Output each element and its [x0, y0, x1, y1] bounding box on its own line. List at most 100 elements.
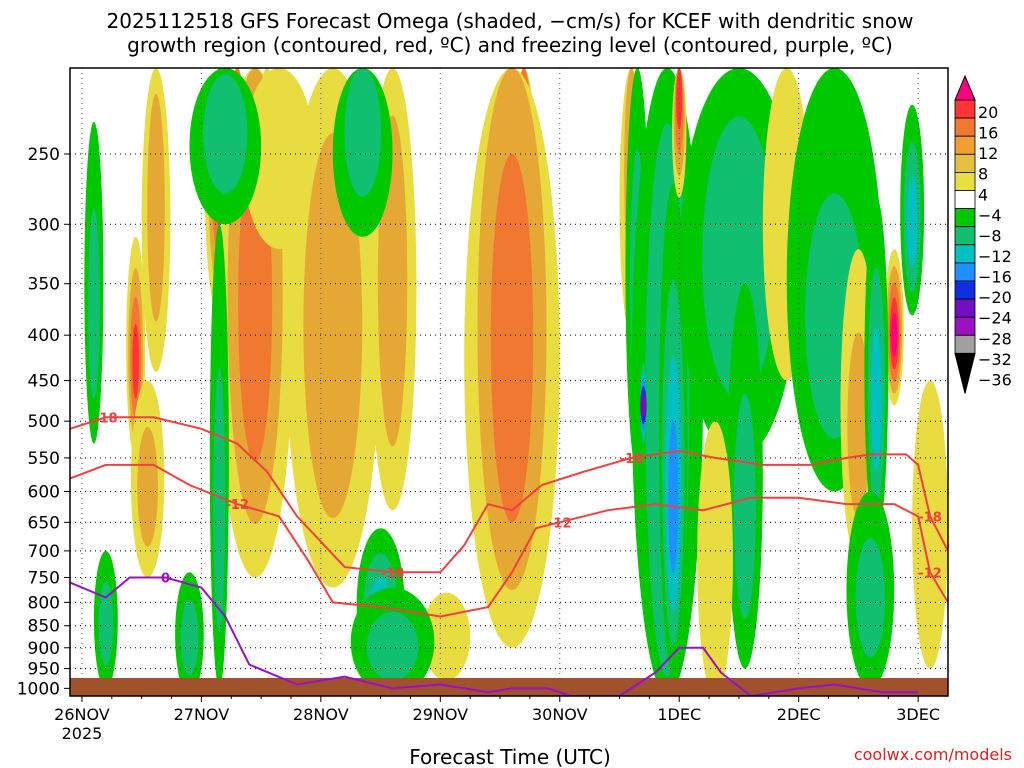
colorbar-label-11: −28: [978, 329, 1012, 348]
colorbar-segment-4: [954, 153, 976, 173]
contour-minus18-label-1: -18: [381, 566, 405, 581]
omega-cell-14-level-2: [490, 154, 534, 523]
colorbar-segment-2: [954, 117, 976, 137]
contour-minus18: [70, 416, 948, 574]
y-axis: 2503003504004505005506006507007508008509…: [17, 145, 70, 699]
omega-shading: [84, 68, 948, 696]
x-tick-label-30NOV: 30NOV: [532, 705, 588, 724]
contour-minus18-label-0: -18: [94, 411, 118, 426]
y-tick-label-1000: 1000: [17, 679, 60, 699]
y-tick-label-900: 900: [28, 639, 60, 659]
x-tick-label-2DEC: 2DEC: [777, 705, 821, 724]
colorbar-segment-14: [954, 334, 976, 354]
colorbar-label-9: −20: [978, 288, 1012, 307]
colorbar-bottom-arrow: [954, 352, 976, 394]
y-tick-label-600: 600: [28, 482, 60, 502]
colorbar-top-arrow: [954, 74, 976, 101]
contour-minus12-label-0: -12: [225, 498, 249, 513]
x-tick-label-3DEC: 3DEC: [896, 705, 940, 724]
x-tick-label-28NOV: 28NOV: [293, 705, 349, 724]
freezing-level-contour-label-0: 0: [161, 571, 170, 586]
omega-cell-38-level-1: [855, 537, 886, 658]
colorbar-label-6: −8: [978, 226, 1002, 245]
omega-cell-0-level-3: [132, 323, 140, 399]
omega-cell-30-level-0: [697, 421, 733, 696]
omega-cell-33-level-1: [847, 332, 870, 519]
omega-cell-21-level-1: [344, 68, 382, 197]
colorbar-segment-5: [954, 171, 976, 191]
colorbar-label-7: −12: [978, 247, 1012, 266]
contours: -18 -18 -18 -18 -12 -12 -12 0: [70, 411, 948, 696]
y-tick-label-350: 350: [28, 275, 60, 295]
colorbar-label-4: 4: [978, 185, 988, 204]
ground-terrain: [70, 678, 948, 696]
y-tick-label-500: 500: [28, 412, 60, 432]
colorbar-label-12: −32: [978, 350, 1012, 369]
x-axis-label: Forecast Time (UTC): [409, 745, 611, 768]
colorbar-segment-11: [954, 280, 976, 300]
omega-cell-35-level-2: [871, 326, 882, 471]
y-tick-label-450: 450: [28, 372, 60, 392]
colorbar-label-5: −4: [978, 206, 1002, 225]
plot-frame: [69, 67, 949, 697]
omega-cell-18-level-1: [213, 367, 226, 633]
omega-cell-17-level-1: [366, 611, 419, 681]
colorbar-segment-7: [954, 208, 976, 228]
x-tick-sublabel-26NOV: 2025: [62, 724, 103, 743]
omega-cell-25-level-3: [668, 419, 679, 574]
colorbar-segment-9: [954, 244, 976, 264]
omega-cell-4-level-1: [98, 581, 114, 666]
credit-text: coolwx.com/models: [854, 745, 1012, 764]
colorbar-segment-10: [954, 262, 976, 282]
colorbar-segment-12: [954, 298, 976, 318]
y-tick-label-800: 800: [28, 593, 60, 613]
omega-cell-2-level-1: [137, 427, 158, 547]
omega-cell-28-level-1: [702, 116, 776, 400]
contour-minus18-label-2: -18: [620, 452, 644, 467]
y-tick-label-300: 300: [28, 215, 60, 235]
colorbar-segment-3: [954, 135, 976, 155]
x-tick-label-29NOV: 29NOV: [413, 705, 469, 724]
colorbar-segment-1: [954, 99, 976, 119]
colorbar-segment-8: [954, 226, 976, 246]
colorbar-label-8: −16: [978, 268, 1012, 287]
y-tick-label-850: 850: [28, 617, 60, 637]
colorbar-label-0: 20: [978, 103, 998, 122]
colorbar-label-3: 8: [978, 165, 988, 184]
omega-cell-1-level-1: [147, 93, 165, 322]
colorbar-label-10: −24: [978, 309, 1012, 328]
colorbar-segment-6: [954, 190, 976, 210]
contour-minus12-label-1: -12: [548, 516, 572, 531]
colorbar-label-1: 16: [978, 124, 998, 143]
colorbar-label-2: 12: [978, 144, 998, 163]
y-tick-label-400: 400: [28, 326, 60, 346]
omega-cell-19-level-1: [180, 599, 199, 676]
colorbar-segment-13: [954, 316, 976, 336]
contour-minus12: [70, 463, 948, 618]
omega-cell-3-level-1: [88, 208, 100, 400]
contour-minus18-label-3: -18: [918, 510, 942, 525]
omega-cell-11-level-1: [303, 133, 363, 519]
x-tick-label-26NOV: 26NOV: [54, 705, 110, 724]
omega-cell-34-level-4: [891, 312, 898, 357]
x-tick-label-27NOV: 27NOV: [174, 705, 230, 724]
chart-title-line1: 2025112518 GFS Forecast Omega (shaded, −…: [107, 9, 914, 33]
omega-cell-20-level-1: [203, 73, 248, 194]
omega-cell-37-level-0: [912, 380, 948, 669]
contour-minus12-label-2: -12: [918, 566, 942, 581]
y-tick-label-950: 950: [28, 660, 60, 680]
y-tick-label-250: 250: [28, 145, 60, 165]
y-tick-label-750: 750: [28, 568, 60, 588]
omega-cell-26-level-5: [640, 393, 647, 417]
y-tick-label-550: 550: [28, 449, 60, 469]
omega-cell-29-level-1: [733, 393, 756, 619]
x-tick-label-1DEC: 1DEC: [657, 705, 701, 724]
chart-title-line2: growth region (contoured, red, ºC) and f…: [127, 33, 893, 57]
omega-cell-36-level-2: [906, 175, 918, 268]
y-tick-label-650: 650: [28, 513, 60, 533]
colorbar-label-13: −36: [978, 370, 1012, 389]
freezing-level-contour: [70, 576, 919, 696]
